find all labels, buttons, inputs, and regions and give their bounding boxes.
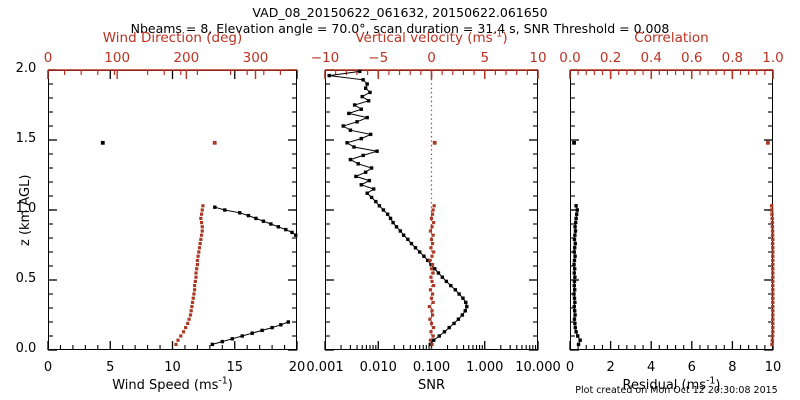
- x-tick-wind-20: 20: [288, 360, 306, 375]
- top-tick-residual-0.4: 0.4: [640, 50, 662, 66]
- top-axis-label-snr: Vertical velocity (ms-1): [355, 28, 508, 46]
- top-tick-residual-0.2: 0.2: [599, 50, 622, 66]
- top-tick-snr--5: −5: [368, 50, 389, 66]
- top-tick-snr-5: 5: [480, 50, 490, 66]
- x-tick-wind-10: 10: [164, 360, 181, 375]
- plot-title-line2: Nbeams = 8, Elevation angle = 70.0°, sca…: [130, 21, 670, 36]
- top-tick-wind-200: 200: [173, 50, 200, 66]
- top-tick-residual-0.8: 0.8: [721, 50, 744, 66]
- panel-snr-velocity: [325, 70, 538, 350]
- top-tick-wind-100: 100: [104, 50, 131, 66]
- plot-credit-footer: Plot created on Mon Oct 12 20:30:08 2015: [575, 385, 778, 396]
- x-tick-residual-10: 10: [764, 360, 782, 375]
- x-tick-snr-0.100: 0.100: [412, 360, 451, 375]
- x-tick-snr-0.010: 0.010: [359, 360, 397, 375]
- x-axis-label-wind: Wind Speed (ms-1): [112, 375, 233, 393]
- y-tick-0.0: 0.0: [15, 341, 37, 356]
- x-tick-residual-2: 2: [606, 360, 615, 375]
- y-tick-0.5: 0.5: [15, 271, 37, 286]
- top-tick-wind-300: 300: [242, 50, 269, 66]
- x-axis-label-snr: SNR: [417, 378, 445, 393]
- top-tick-residual-0.6: 0.6: [681, 50, 703, 66]
- x-tick-wind-15: 15: [226, 360, 244, 375]
- x-tick-wind-0: 0: [43, 360, 53, 375]
- top-axis-label-residual: Correlation: [634, 30, 709, 46]
- x-tick-residual-8: 8: [728, 360, 737, 375]
- x-tick-residual-0: 0: [565, 360, 575, 375]
- y-tick-1.0: 1.0: [15, 201, 37, 216]
- x-tick-snr-1.000: 1.000: [466, 360, 504, 375]
- panel-wind-profile: [48, 70, 297, 350]
- x-tick-wind-5: 5: [106, 360, 115, 375]
- top-axis-label-wind: Wind Direction (deg): [102, 30, 243, 46]
- top-tick-residual-1.0: 1.0: [762, 50, 784, 66]
- x-tick-residual-4: 4: [647, 360, 656, 375]
- y-tick-2.0: 2.0: [15, 61, 37, 76]
- top-tick-wind-0: 0: [43, 50, 53, 66]
- y-tick-1.5: 1.5: [15, 131, 37, 146]
- top-tick-residual-0.0: 0.0: [559, 50, 581, 66]
- x-tick-snr-0.001: 0.001: [306, 360, 344, 375]
- panel-residual-correlation: [570, 70, 773, 350]
- top-tick-snr-0: 0: [427, 50, 436, 66]
- plot-title-line1: VAD_08_20150622_061632, 20150622.061650: [252, 5, 548, 20]
- x-tick-snr-10.000: 10.000: [515, 360, 561, 375]
- top-tick-snr--10: −10: [310, 50, 340, 66]
- x-axis-label-residual: Residual (ms-1): [622, 375, 721, 393]
- x-tick-residual-6: 6: [687, 360, 696, 375]
- top-tick-snr-10: 10: [529, 50, 547, 66]
